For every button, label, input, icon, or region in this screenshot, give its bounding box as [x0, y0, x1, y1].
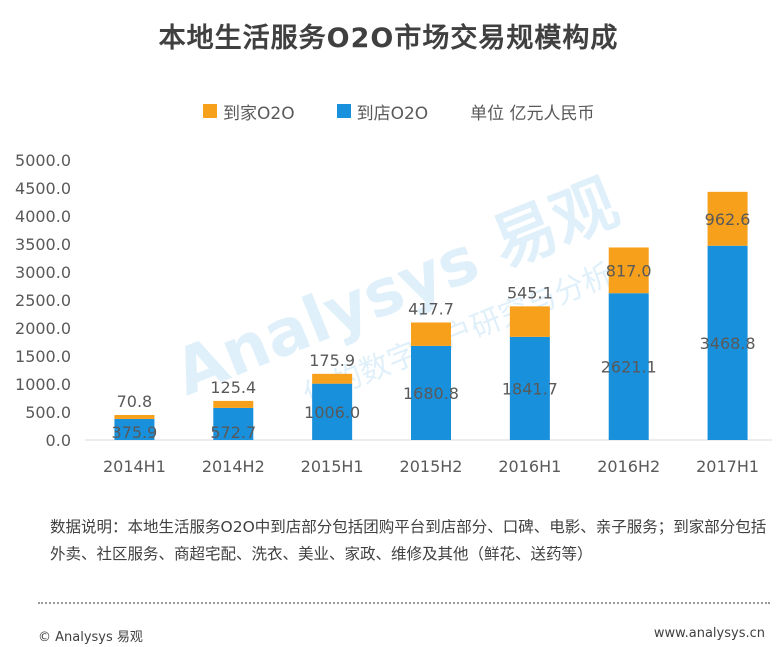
legend: 到家O2O 到店O2O 单位 亿元人民币: [203, 99, 637, 124]
bar-home: [608, 247, 649, 294]
bar-home: [213, 400, 254, 408]
x-tick-label: 2016H1: [498, 457, 561, 476]
data-label-store: 375.9: [112, 423, 158, 442]
data-label-home: 545.1: [507, 283, 553, 302]
x-tick-label: 2014H1: [103, 457, 166, 476]
bar-store: [213, 407, 254, 440]
x-tick-label: 2016H2: [597, 457, 660, 476]
data-label-store: 572.7: [210, 423, 256, 442]
data-label-store: 1680.8: [403, 384, 459, 403]
bar-store: [312, 383, 353, 440]
legend-unit: 单位 亿元人民币: [470, 99, 594, 124]
data-label-store: 1006.0: [304, 403, 360, 422]
bar-store: [509, 336, 550, 440]
data-label-home: 962.6: [705, 210, 751, 229]
legend-swatch-store: [336, 104, 351, 118]
x-tick-label: 2015H2: [400, 457, 463, 476]
data-label-store: 3468.8: [700, 334, 756, 353]
bar-store: [707, 245, 748, 440]
bar-store: [114, 418, 155, 440]
y-tick-label: 4500.0: [15, 179, 71, 198]
legend-label-home: 到家O2O: [223, 103, 295, 124]
legend-swatch-home: [203, 104, 217, 118]
bar-home: [411, 322, 451, 346]
legend-label-store: 到店O2O: [356, 103, 429, 124]
y-tick-label: 5000.0: [15, 151, 71, 170]
y-tick-label: 4000.0: [15, 207, 71, 226]
y-tick-label: 0.0: [46, 431, 71, 450]
y-tick-label: 3000.0: [15, 263, 71, 282]
data-label-home: 175.9: [309, 351, 355, 370]
y-tick-label: 500.0: [25, 403, 71, 422]
chart-title: 本地生活服务O2O市场交易规模构成: [158, 23, 619, 54]
y-tick-label: 1000.0: [15, 375, 71, 394]
footer-copyright: © Analysys 易观: [38, 630, 143, 645]
bar-store: [608, 293, 649, 440]
x-tick-label: 2014H2: [202, 457, 265, 476]
data-label-home: 817.0: [606, 261, 652, 280]
y-tick-label: 1500.0: [15, 347, 71, 366]
data-label-store: 2621.1: [601, 358, 657, 377]
data-label-home: 125.4: [210, 378, 256, 397]
data-label-store: 1841.7: [502, 379, 558, 398]
data-note: 数据说明：本地生活服务O2O中到店部分包括团购平台到店部分、口碑、电影、亲子服务…: [50, 518, 767, 563]
y-tick-label: 2000.0: [15, 319, 71, 338]
x-tick-label: 2017H1: [696, 457, 759, 476]
bar-home: [312, 373, 353, 384]
unit-label: 单位 亿元人民币: [470, 103, 595, 124]
divider: [38, 602, 770, 604]
bar-home: [114, 414, 155, 419]
bar-home: [509, 306, 550, 337]
data-label-home: 70.8: [117, 392, 153, 411]
data-label-home: 417.7: [408, 299, 454, 318]
x-tick-label: 2015H1: [301, 457, 364, 476]
footer-url: www.analysys.cn: [653, 626, 765, 641]
legend-item-home: 到家O2O: [203, 99, 295, 124]
bar-home: [707, 191, 748, 246]
chart: 0.0 500.0 1000.0 1500.0 2000.0 2500.0 3000.0 35…: [15, 151, 772, 476]
y-tick-label: 3500.0: [15, 235, 71, 254]
legend-item-store: 到店O2O: [336, 99, 429, 124]
y-tick-label: 2500.0: [15, 291, 71, 310]
bar-store: [411, 345, 451, 440]
